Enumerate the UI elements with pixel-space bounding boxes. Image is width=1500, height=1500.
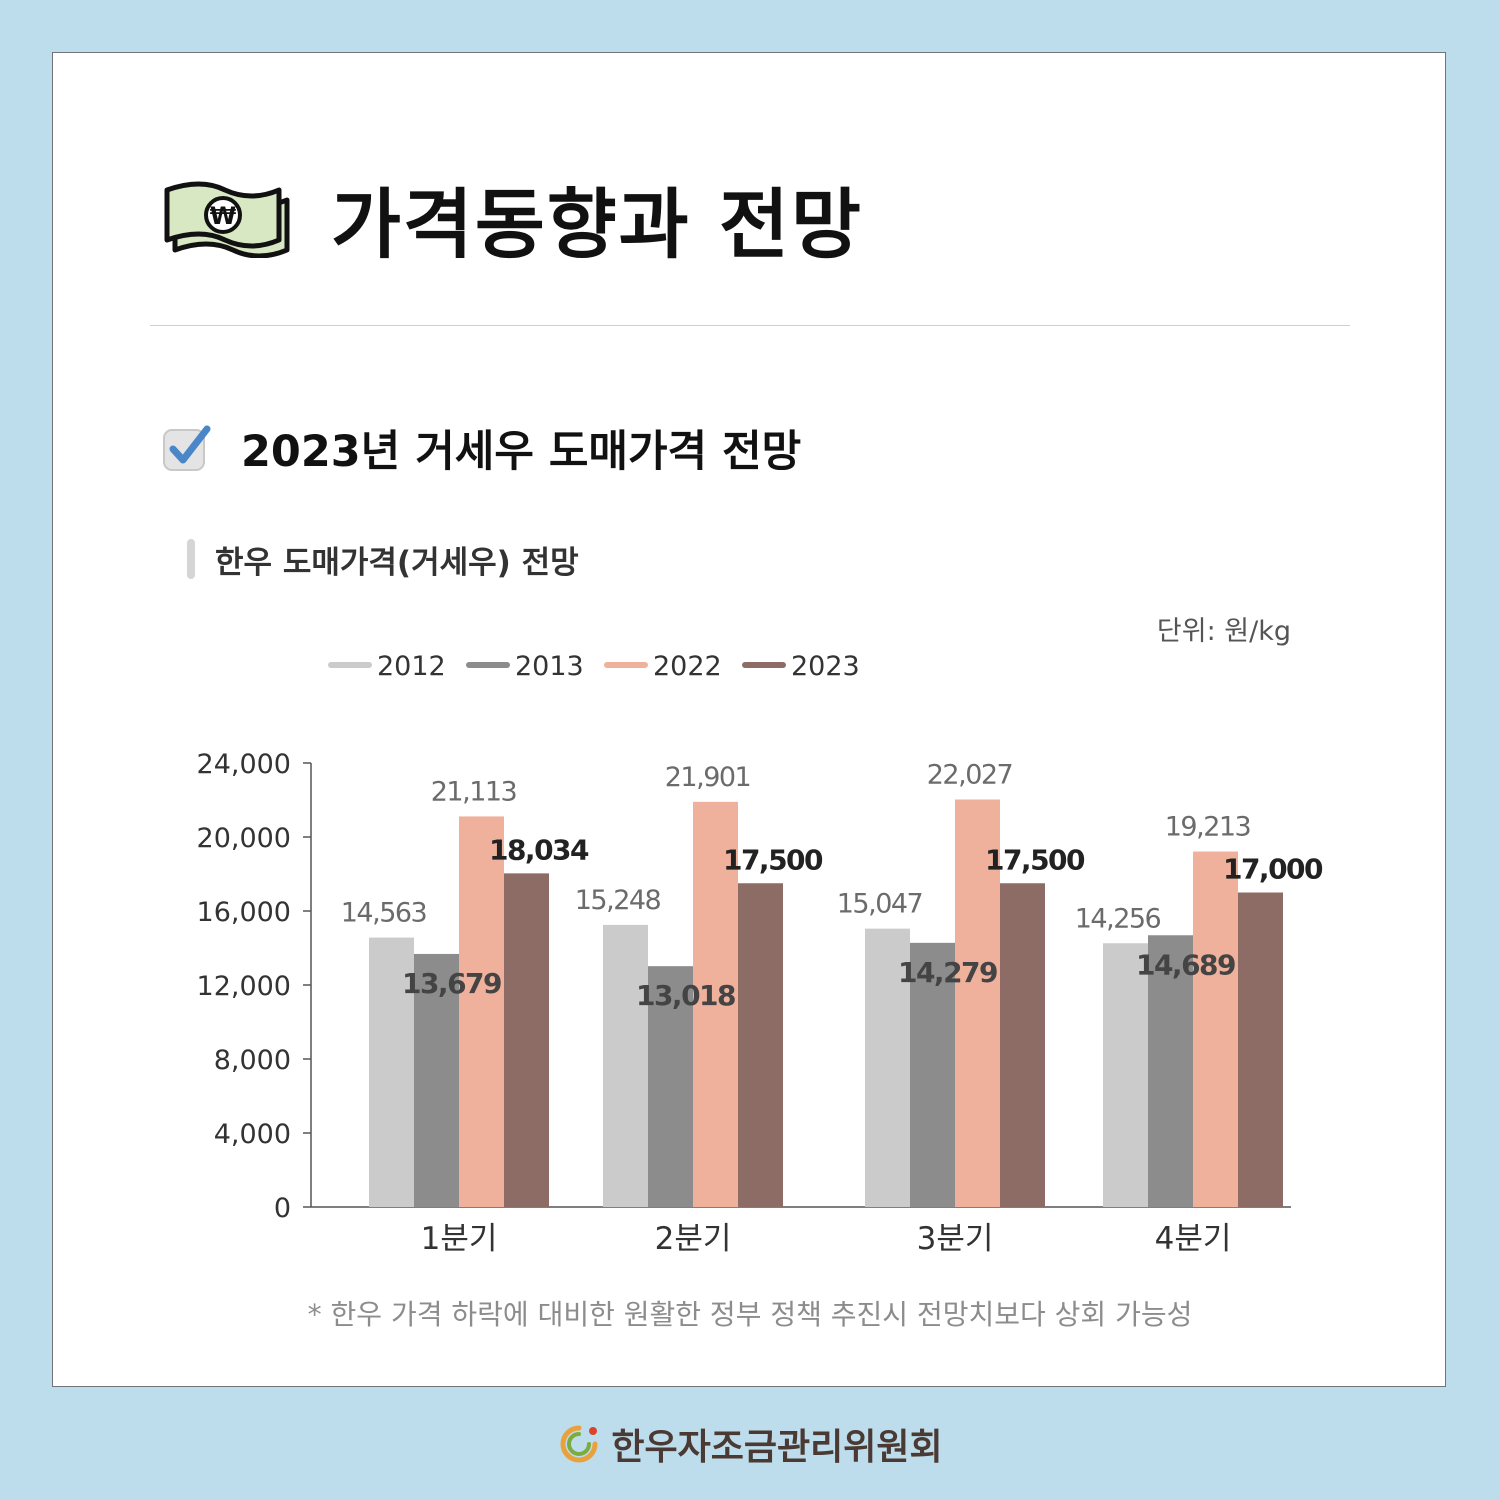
bar-2022-q1 (459, 816, 504, 1207)
bar-2013-q1 (414, 953, 459, 1207)
data-label-2013-q2: 13,018 (636, 979, 735, 1012)
bar-2012-q4 (1103, 943, 1148, 1207)
money-icon: ₩ (164, 181, 290, 258)
section-header: 2023년 거세우 도매가격 전망 (161, 418, 801, 478)
unit-label: 단위: 원/kg (1157, 616, 1291, 647)
y-tick-label: 0 (274, 1193, 291, 1224)
x-tick-label: 2분기 (655, 1221, 732, 1257)
data-label-2023-q2: 17,500 (723, 843, 823, 876)
x-tick-label: 4분기 (1155, 1221, 1232, 1257)
bar-2012-q3 (865, 928, 910, 1207)
bar-2023-q2 (738, 883, 783, 1207)
legend-label-2022: 2022 (653, 651, 722, 682)
data-label-2013-q3: 14,279 (898, 956, 997, 989)
bar-2012-q2 (603, 924, 648, 1207)
y-tick-label: 16,000 (197, 897, 291, 928)
svg-text:₩: ₩ (210, 202, 237, 230)
title-row: ₩ 가격동향과 전망 (163, 163, 863, 273)
legend-label-2023: 2023 (791, 651, 860, 682)
subsection-title: 한우 도매가격(거세우) 전망 (215, 544, 579, 581)
bar-2023-q4 (1238, 892, 1283, 1207)
data-label-2012-q4: 14,256 (1075, 903, 1161, 934)
y-tick-label: 12,000 (197, 971, 291, 1002)
bar-2022-q4 (1193, 851, 1238, 1207)
data-label-2022-q3: 22,027 (927, 760, 1012, 791)
subsection-marker (187, 539, 195, 579)
data-label-2012-q1: 14,563 (341, 898, 427, 929)
footer-logo: 한우자조금관리위원회 (0, 1418, 1500, 1470)
data-label-2023-q1: 18,034 (489, 833, 589, 866)
data-label-2012-q2: 15,248 (575, 885, 661, 916)
legend-label-2012: 2012 (377, 651, 446, 682)
data-label-2013-q4: 14,689 (1136, 948, 1235, 981)
bar-chart: 0 4,000 8,000 12,000 16,000 20,000 24,000 14,56… (197, 616, 1325, 1257)
legend-label-2013: 2013 (515, 651, 584, 682)
y-tick-label: 8,000 (214, 1045, 291, 1076)
bar-2022-q2 (693, 801, 738, 1207)
bar-2013-q3 (910, 942, 955, 1207)
x-tick-label: 1분기 (421, 1221, 498, 1257)
subsection-header: 한우 도매가격(거세우) 전망 (187, 536, 579, 582)
y-tick-label: 24,000 (197, 749, 291, 780)
bar-2023-q3 (1000, 883, 1045, 1207)
footnote: * 한우 가격 하락에 대비한 원활한 정부 정책 추진시 전망치보다 상회 가… (307, 1298, 1193, 1331)
page-title: 가격동향과 전망 (331, 180, 863, 269)
data-label-2013-q1: 13,679 (402, 967, 501, 1000)
hanwoo-logo-icon (560, 1425, 598, 1463)
bar-2013-q4 (1148, 935, 1193, 1207)
checkbox-check-icon (163, 425, 211, 471)
data-label-2012-q3: 15,047 (837, 889, 922, 920)
bar-2023-q1 (504, 873, 549, 1207)
y-tick-label: 20,000 (197, 823, 291, 854)
section-title: 2023년 거세우 도매가격 전망 (241, 427, 802, 477)
bar-2013-q2 (648, 966, 693, 1207)
data-label-2023-q3: 17,500 (985, 843, 1085, 876)
divider (150, 325, 1350, 326)
data-label-2022-q2: 21,901 (665, 762, 750, 793)
x-tick-label: 3분기 (917, 1221, 994, 1257)
data-label-2022-q4: 19,213 (1165, 812, 1251, 843)
bar-2022-q3 (955, 799, 1000, 1207)
y-tick-label: 4,000 (214, 1119, 291, 1150)
bar-2012-q1 (369, 937, 414, 1207)
data-label-2022-q1: 21,113 (431, 776, 517, 807)
footer-org-name: 한우자조금관리위원회 (611, 1427, 943, 1468)
data-label-2023-q4: 17,000 (1223, 853, 1323, 886)
content-card: ₩ 가격동향과 전망 2023년 거세우 도매가격 전망 한우 도매가격(거세우… (52, 52, 1446, 1387)
